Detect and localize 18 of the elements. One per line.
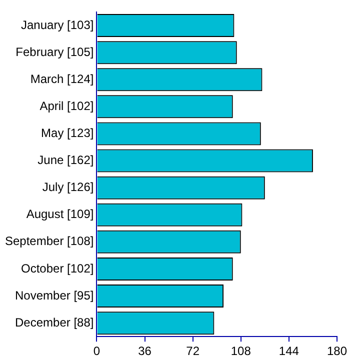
x-tick-label: 108 [230, 344, 252, 358]
y-tick-label: March [124] [30, 72, 94, 86]
y-tick-label: October [102] [21, 261, 94, 276]
y-tick-label: May [123] [41, 126, 94, 140]
y-tick-label: January [103] [21, 18, 94, 32]
x-tick-label: 0 [93, 344, 100, 358]
y-tick-label: June [162] [38, 153, 94, 168]
y-tick-label: February [105] [16, 44, 94, 59]
x-tick-label: 72 [186, 344, 200, 358]
x-tick-label: 180 [326, 344, 348, 358]
x-tick-label: 144 [278, 344, 300, 358]
y-tick-label: September [108] [4, 234, 94, 248]
y-tick-label: July [126] [42, 180, 94, 194]
y-tick-label: August [109] [26, 207, 94, 222]
y-tick-label: November [95] [15, 288, 94, 302]
y-tick-label: December [88] [15, 315, 94, 330]
y-tick-label: April [102] [40, 98, 94, 113]
x-tick-label: 36 [138, 344, 152, 358]
